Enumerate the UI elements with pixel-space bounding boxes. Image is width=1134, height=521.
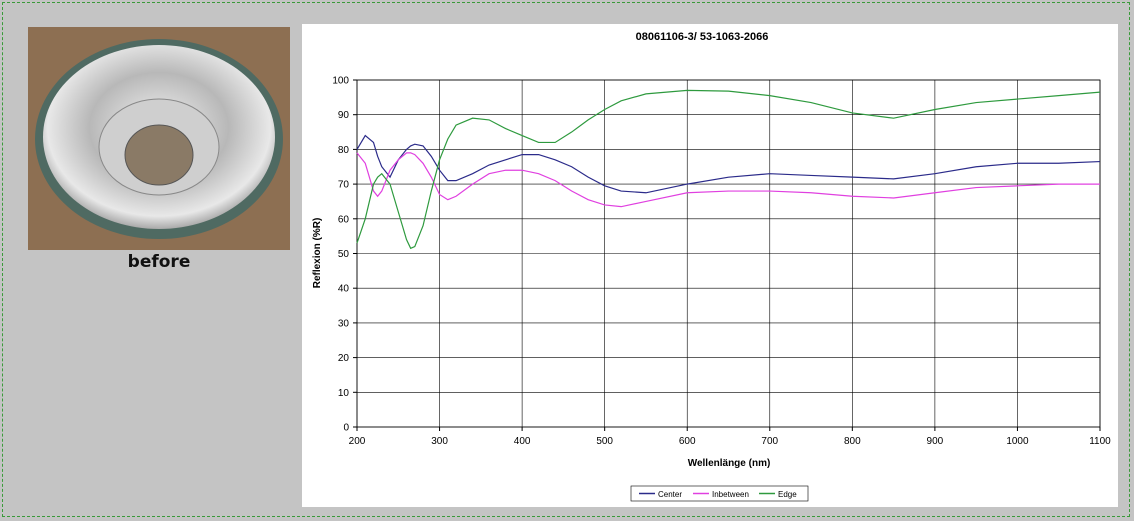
- bowl-hole: [124, 124, 194, 186]
- legend-label: Inbetween: [712, 490, 749, 499]
- y-tick-label: 90: [338, 110, 350, 121]
- y-axis-label: Reflexion (%R): [312, 218, 323, 289]
- legend-label: Center: [658, 490, 682, 499]
- image-caption: before: [127, 252, 191, 272]
- y-tick-label: 60: [338, 214, 350, 225]
- series-line: [356, 152, 1100, 208]
- x-tick-label: 500: [596, 436, 613, 447]
- y-tick-label: 50: [338, 249, 350, 260]
- x-tick-label: 400: [514, 436, 531, 447]
- series-line: [356, 89, 1101, 250]
- x-tick-label: 300: [431, 436, 448, 447]
- x-tick-label: 1000: [1006, 436, 1029, 447]
- y-tick-label: 30: [338, 318, 350, 329]
- x-tick-label: 200: [349, 436, 366, 447]
- legend-label: Edge: [778, 490, 797, 499]
- y-tick-label: 40: [338, 284, 350, 295]
- x-axis-label: Wellenlänge (nm): [688, 458, 771, 469]
- y-tick-label: 100: [332, 76, 349, 87]
- y-tick-label: 70: [338, 180, 350, 191]
- chart-panel: [302, 24, 1118, 507]
- legend-box: [630, 485, 809, 502]
- y-tick-label: 0: [343, 423, 349, 434]
- x-tick-label: 600: [679, 436, 696, 447]
- x-tick-label: 1100: [1089, 436, 1111, 447]
- x-tick-label: 900: [927, 436, 944, 447]
- x-tick-label: 800: [844, 436, 861, 447]
- y-tick-label: 10: [338, 388, 350, 399]
- x-tick-label: 700: [761, 436, 778, 447]
- y-tick-label: 80: [338, 145, 350, 156]
- chart-title: 08061106-3/ 53-1063-2066: [636, 31, 769, 43]
- plot-frame: [356, 79, 1101, 428]
- y-tick-label: 20: [338, 353, 350, 364]
- photo: [28, 27, 290, 250]
